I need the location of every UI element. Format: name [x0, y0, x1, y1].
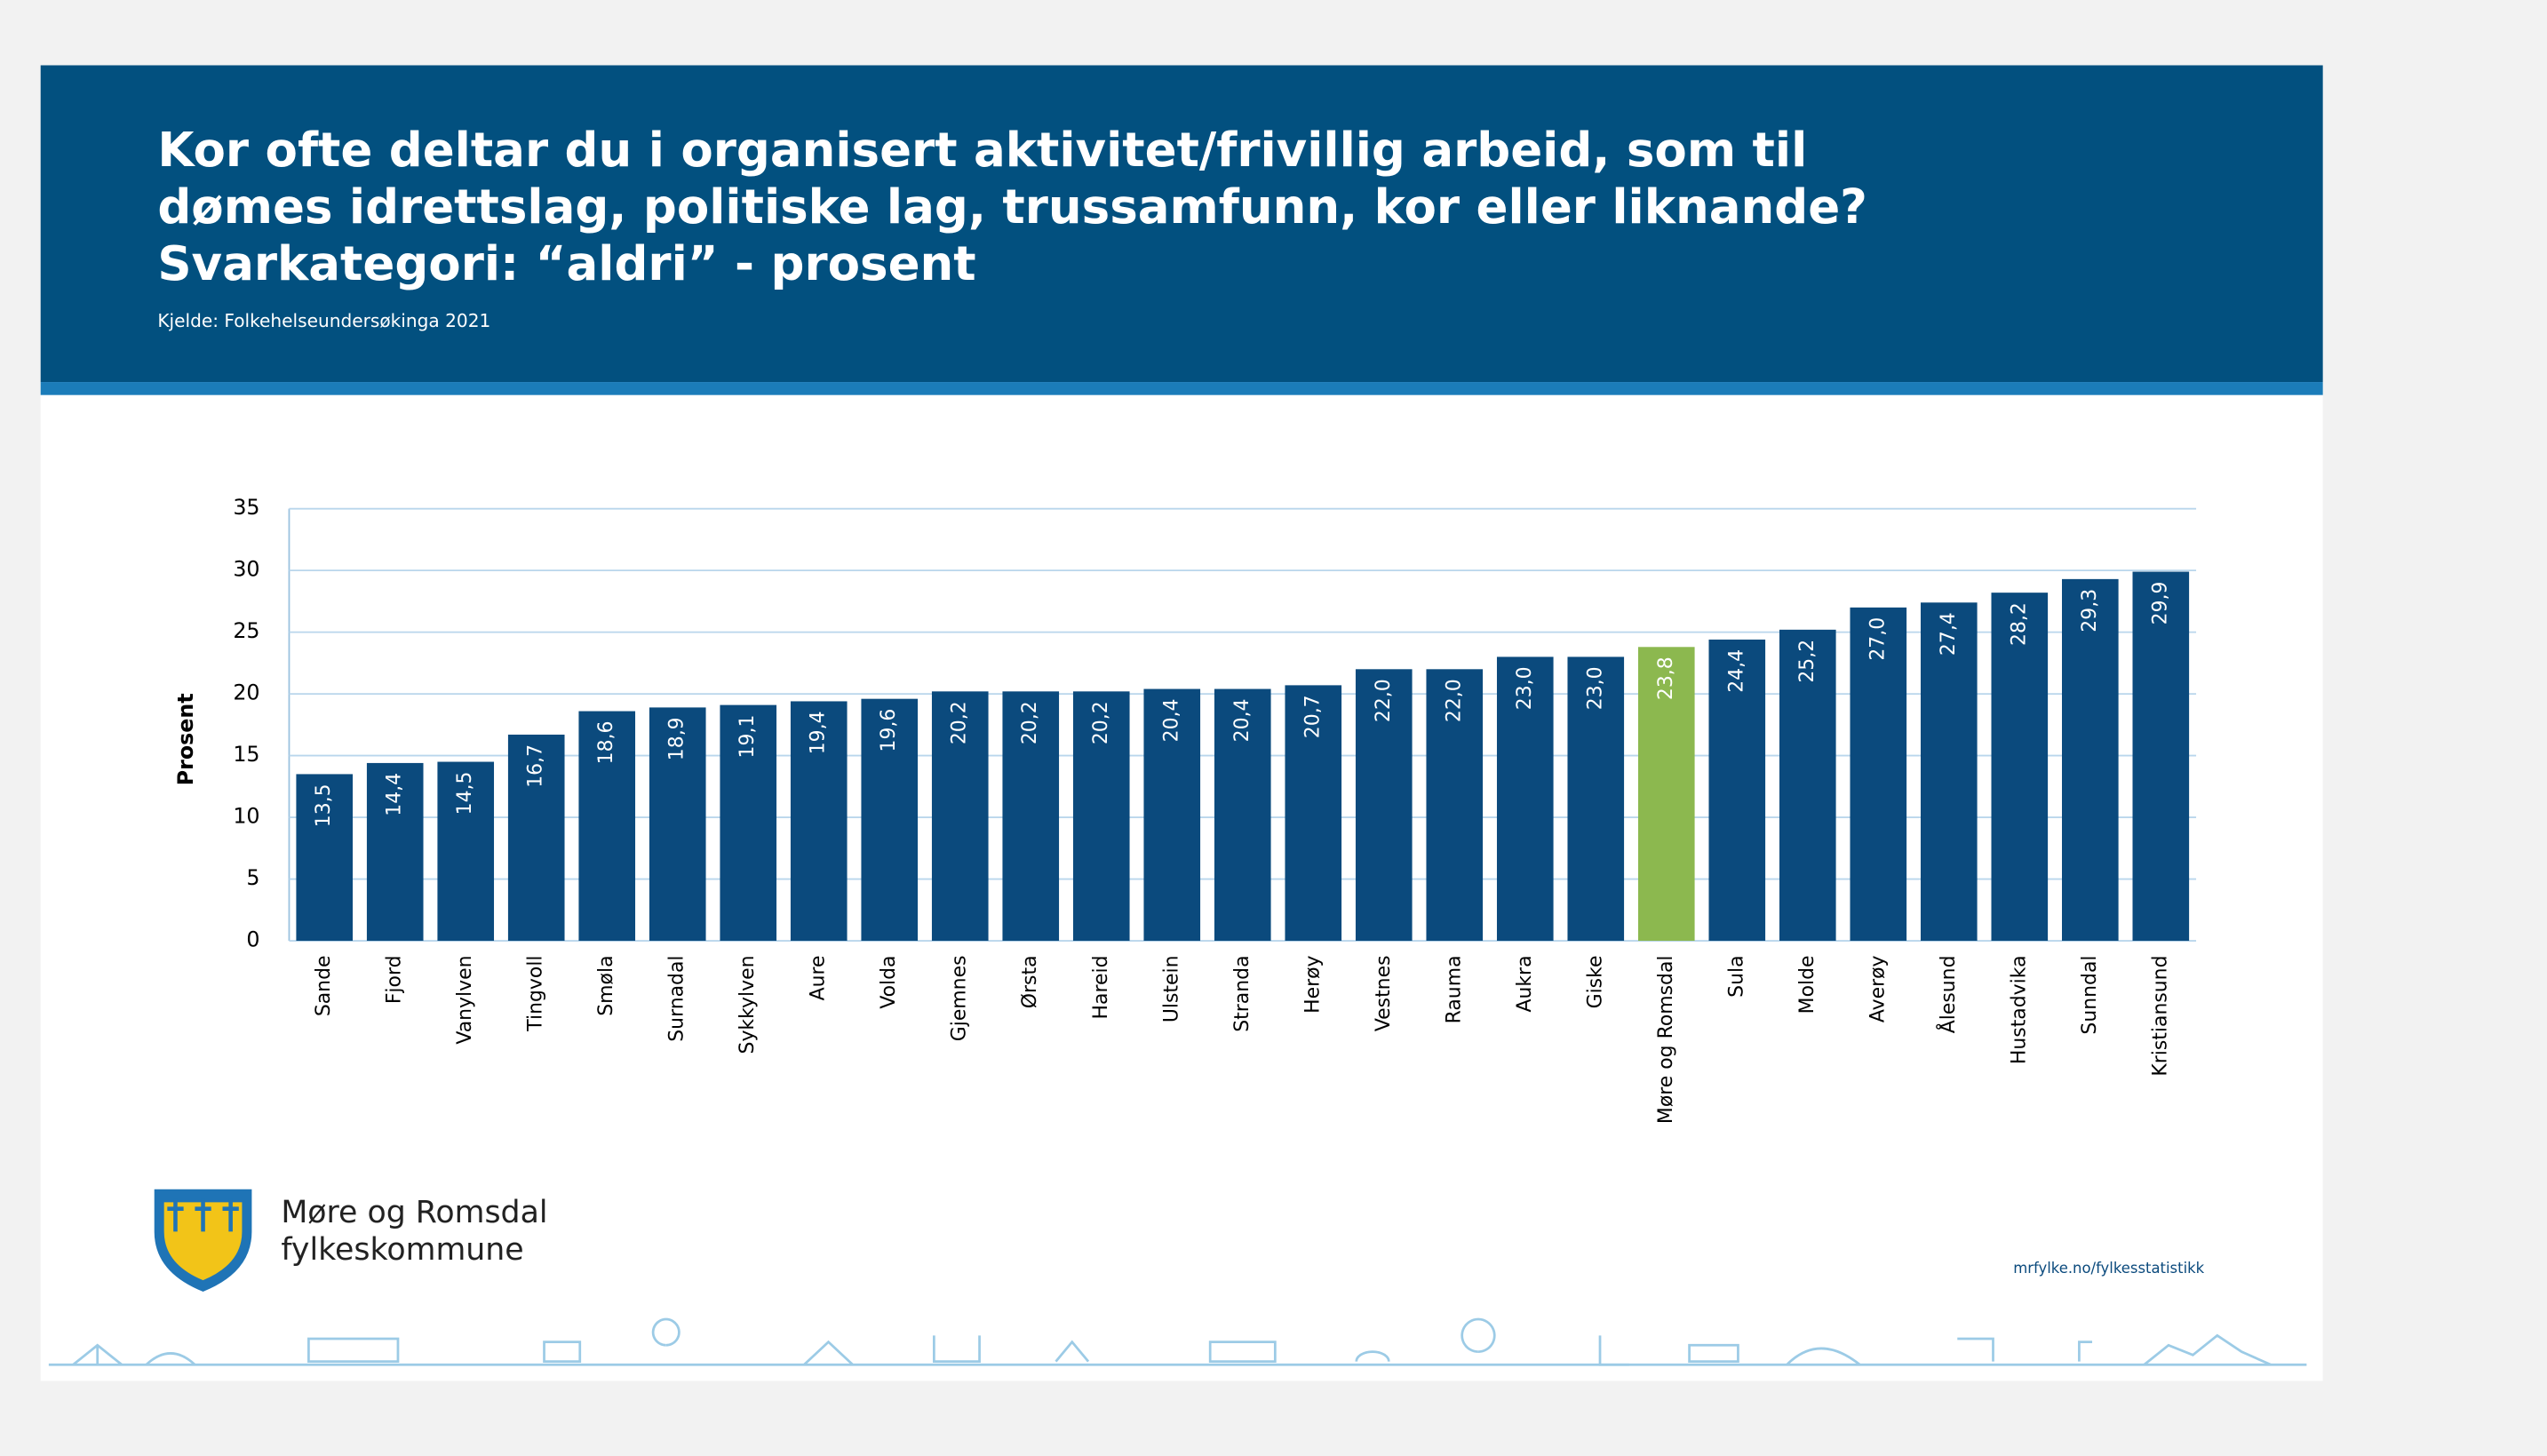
x-tick-label: Molde [1796, 955, 1819, 1014]
value-label: 27,4 [1938, 612, 1960, 656]
x-tick-label: Tingvoll [525, 955, 547, 1031]
x-tick-label: Herøy [1301, 955, 1324, 1013]
logo-text: fylkeskommune [281, 1232, 523, 1268]
chart-title: dømes idrettslag, politiske lag, trussam… [157, 179, 1867, 235]
source: Kjelde: Folkehelseundersøkinga 2021 [157, 310, 490, 331]
value-label: 23,8 [1655, 656, 1677, 700]
value-label: 14,5 [454, 772, 476, 816]
x-tick-label: Aure [808, 955, 830, 1000]
x-tick-label: Sykkylven [736, 955, 759, 1054]
value-label: 22,0 [1443, 679, 1465, 722]
value-label: 20,2 [1019, 701, 1041, 744]
x-tick-label: Volda [878, 955, 900, 1008]
x-tick-label: Hustadvika [2008, 955, 2030, 1064]
value-label: 23,0 [1514, 666, 1536, 710]
chart-title: Kor ofte deltar du i organisert aktivite… [157, 123, 1807, 178]
x-tick-label: Vestnes [1373, 955, 1395, 1031]
x-tick-label: Smøla [595, 955, 617, 1015]
y-tick-label: 25 [233, 618, 259, 643]
value-label: 29,9 [2149, 582, 2171, 625]
value-label: 25,2 [1796, 640, 1819, 683]
url: mrfylke.no/fylkesstatistikk [2013, 1260, 2204, 1277]
y-tick-label: 5 [246, 865, 259, 890]
x-tick-label: Ørsta [1019, 955, 1041, 1008]
logo-text: Møre og Romsdal [281, 1195, 547, 1230]
value-label: 27,0 [1866, 617, 1889, 661]
y-tick-label: 0 [246, 927, 259, 952]
value-label: 19,1 [736, 715, 759, 759]
value-label: 20,4 [1160, 699, 1182, 743]
y-tick-label: 35 [233, 495, 259, 520]
x-tick-label: Rauma [1443, 955, 1465, 1023]
chart: Kor ofte deltar du i organisert aktivite… [0, 0, 2547, 1456]
x-tick-label: Vanylven [454, 955, 476, 1044]
bar [2062, 579, 2119, 941]
value-label: 23,0 [1584, 666, 1606, 710]
x-tick-label: Sula [1725, 955, 1747, 997]
value-label: 19,4 [808, 711, 830, 754]
x-tick-label: Kristiansund [2149, 955, 2171, 1076]
x-tick-label: Møre og Romsdal [1655, 955, 1677, 1124]
x-tick-label: Sande [313, 955, 335, 1016]
value-label: 19,6 [878, 709, 900, 752]
x-tick-label: Gjemnes [949, 955, 971, 1041]
value-label: 22,0 [1373, 679, 1395, 722]
value-label: 18,9 [666, 717, 688, 760]
value-label: 20,7 [1301, 695, 1324, 738]
y-tick-label: 10 [233, 804, 259, 829]
value-label: 13,5 [313, 784, 335, 827]
x-tick-label: Ulstein [1160, 955, 1182, 1022]
chart-title: Svarkategori: “aldri” - prosent [157, 236, 975, 291]
value-label: 16,7 [525, 744, 547, 788]
x-tick-label: Averøy [1866, 955, 1889, 1022]
y-tick-label: 30 [233, 557, 259, 582]
value-label: 28,2 [2008, 602, 2030, 646]
value-label: 14,4 [384, 773, 406, 816]
value-label: 20,2 [949, 701, 971, 744]
x-tick-label: Surnadal [666, 955, 688, 1041]
bar [2133, 572, 2190, 941]
value-label: 24,4 [1725, 649, 1747, 693]
x-tick-label: Hareid [1090, 955, 1112, 1019]
y-tick-label: 15 [233, 742, 259, 767]
y-axis-label: Prosent [173, 693, 198, 785]
header-stripe [41, 382, 2323, 395]
value-label: 20,4 [1231, 699, 1254, 743]
x-tick-label: Sunndal [2079, 955, 2101, 1034]
x-tick-label: Aukra [1514, 955, 1536, 1012]
value-label: 20,2 [1090, 701, 1112, 744]
value-label: 29,3 [2079, 589, 2101, 633]
x-tick-label: Stranda [1231, 955, 1254, 1031]
value-label: 18,6 [595, 721, 617, 765]
x-tick-label: Fjord [384, 955, 406, 1004]
x-tick-label: Ålesund [1936, 955, 1960, 1033]
x-tick-label: Giske [1584, 955, 1606, 1008]
y-tick-label: 20 [233, 680, 259, 705]
